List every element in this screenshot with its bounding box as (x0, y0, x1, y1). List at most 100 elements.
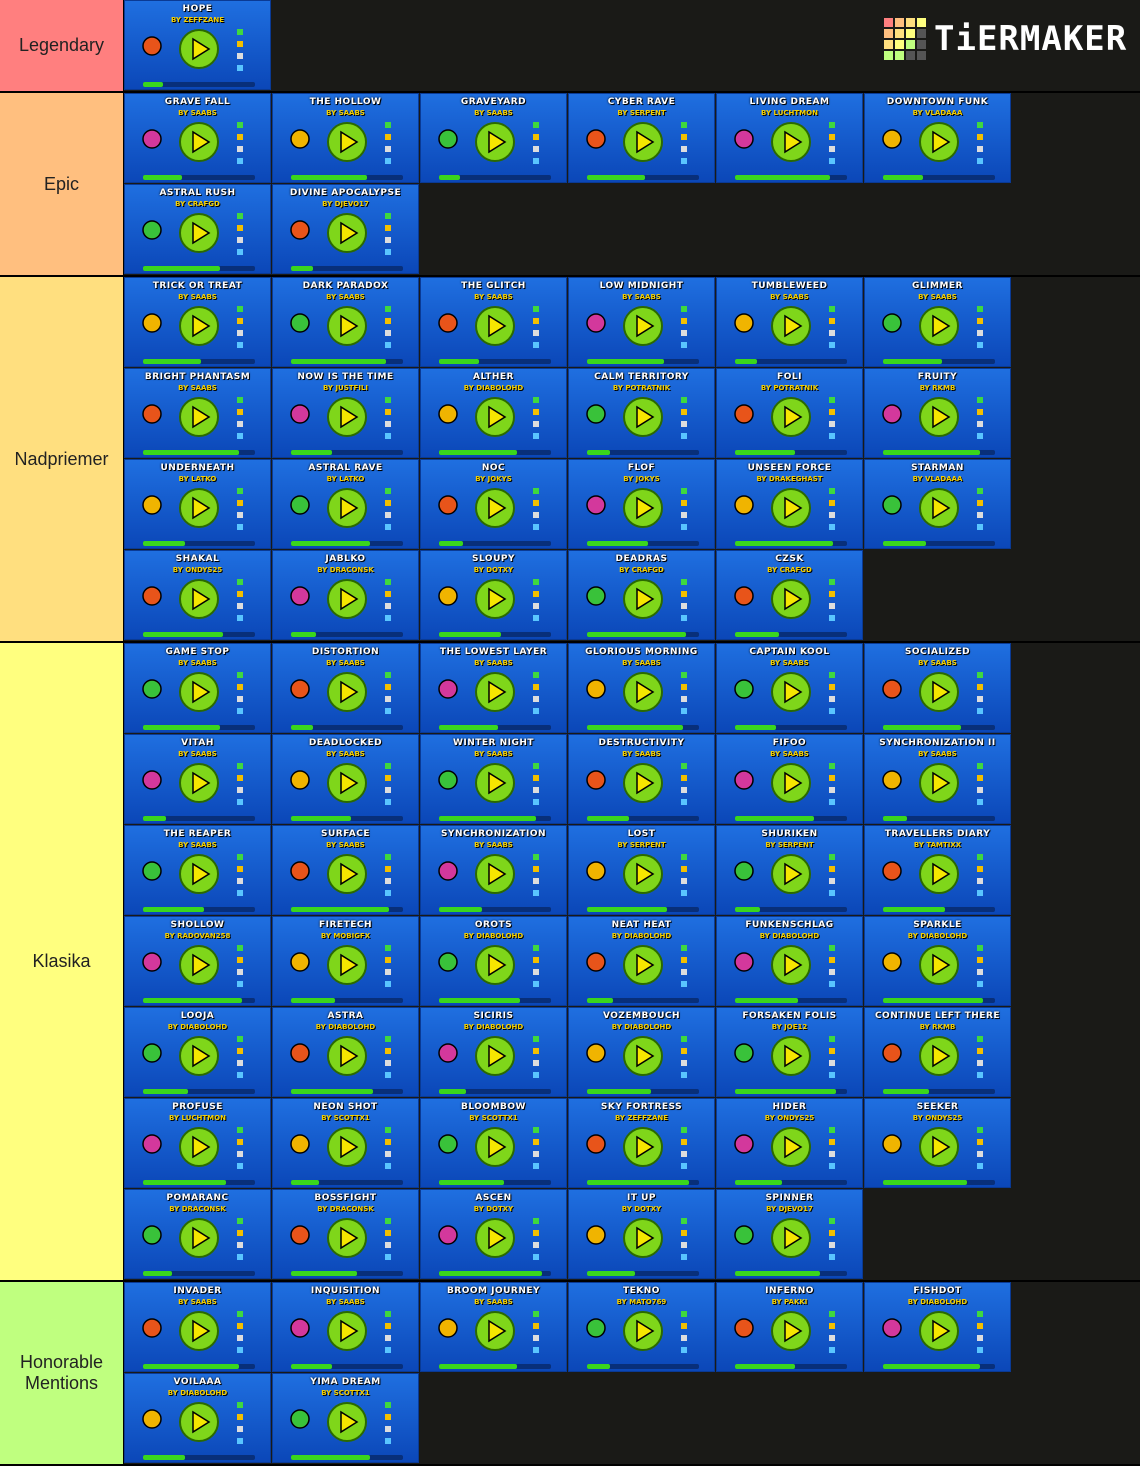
level-tile: Distortion By Saabs (272, 643, 419, 733)
level-name: Voilaaa (173, 1377, 222, 1387)
level-name: Fruity (917, 372, 958, 382)
level-name: Ascen (475, 1193, 512, 1203)
level-creator: By RKMB (919, 1023, 956, 1031)
level-name: Bossfight (314, 1193, 377, 1203)
level-creator: By Saabs (770, 750, 809, 758)
level-creator: By Latko (178, 475, 217, 483)
level-creator: By Jokys (475, 475, 512, 483)
tile-graphics (882, 854, 995, 912)
tile-graphics (438, 854, 551, 912)
level-creator: By dotxy (473, 566, 514, 574)
level-name: Captain Kool (749, 647, 830, 657)
level-name: Neon Shot (313, 1102, 378, 1112)
tile-graphics (290, 945, 403, 1003)
level-creator: By Pakki (771, 1298, 808, 1306)
level-name: Noc (481, 463, 506, 473)
level-tile: Underneath By Latko (124, 459, 271, 549)
level-creator: By scottx1 (469, 1114, 518, 1122)
level-tile: Noc By Jokys (420, 459, 567, 549)
level-name: Foli (777, 372, 802, 382)
level-tile: Lost By Serpent (568, 825, 715, 915)
level-creator: By diaboloHD (167, 1389, 228, 1397)
level-tile: Voilaaa By diaboloHD (124, 1373, 271, 1463)
logo: TiERMAKER (884, 18, 1127, 60)
level-creator: By ZeffZane (614, 1114, 668, 1122)
tier: Nadpriemer Trick Or Treat By Saabs Dark P… (0, 277, 1140, 643)
level-creator: By Saabs (474, 109, 513, 117)
level-name: Tekno (623, 1286, 660, 1296)
level-tile: Funkenschlag By diaboloHD (716, 916, 863, 1006)
level-name: Jablko (325, 554, 366, 564)
level-name: Yima Dream (310, 1377, 381, 1387)
tier-label: Klasika (0, 643, 124, 1280)
tile-graphics (586, 1218, 699, 1276)
level-tile: Dark Paradox By Saabs (272, 277, 419, 367)
level-tile: Synchronization By Saabs (420, 825, 567, 915)
level-creator: By Luchtmon (169, 1114, 226, 1122)
level-creator: By Saabs (770, 293, 809, 301)
tile-graphics (142, 397, 255, 455)
level-tile: The Reaper By Saabs (124, 825, 271, 915)
level-tile: Continue Left There By RKMB (864, 1007, 1011, 1097)
level-creator: By Saabs (474, 841, 513, 849)
level-name: Bloombow (461, 1102, 526, 1112)
level-tile: Low Midnight By Saabs (568, 277, 715, 367)
level-tile: The Hollow By Saabs (272, 93, 419, 183)
level-creator: By Saabs (474, 293, 513, 301)
level-creator: By dotxy (473, 1205, 514, 1213)
level-name: Distortion (311, 647, 380, 657)
tile-graphics (734, 488, 847, 546)
level-tile: Astral Rush By CrafGD (124, 184, 271, 274)
tile-graphics (142, 1311, 255, 1369)
level-tile: The Lowest Layer By Saabs (420, 643, 567, 733)
logo-icon (884, 18, 926, 60)
level-creator: By diaboloHD (611, 932, 672, 940)
level-name: Travellers Diary (884, 829, 991, 839)
level-creator: By Saabs (918, 750, 957, 758)
level-name: Divine Apocalypse (289, 188, 402, 198)
level-tile: Siciris By diaboloHD (420, 1007, 567, 1097)
tile-graphics (734, 579, 847, 637)
level-tile: Flof By Jokys (568, 459, 715, 549)
level-tile: Winter Night By Saabs (420, 734, 567, 824)
level-creator: By CrafGD (175, 200, 220, 208)
level-name: Dark Paradox (302, 281, 389, 291)
tile-graphics (290, 579, 403, 637)
tile-graphics (290, 397, 403, 455)
level-name: Sparkle (913, 920, 962, 930)
level-tile: Starman By VladAAA (864, 459, 1011, 549)
tile-graphics (882, 488, 995, 546)
level-tile: Downtown Funk By VladAAA (864, 93, 1011, 183)
level-creator: By diaboloHD (907, 932, 968, 940)
level-creator: By diaboloHD (611, 1023, 672, 1031)
level-tile: Inferno By Pakki (716, 1282, 863, 1372)
tile-graphics (142, 29, 255, 87)
level-tile: Czsk By CrafGD (716, 550, 863, 640)
level-name: Destructivity (598, 738, 685, 748)
level-name: Grave Fall (164, 97, 231, 107)
level-creator: By Potratnik (760, 384, 819, 392)
level-tile: Cyber Rave By Serpent (568, 93, 715, 183)
level-name: Hope (182, 4, 213, 14)
level-creator: By Potratnik (612, 384, 671, 392)
tile-graphics (734, 1036, 847, 1094)
level-creator: By Saabs (178, 109, 217, 117)
level-name: Firetech (319, 920, 372, 930)
level-tile: FiFoo By Saabs (716, 734, 863, 824)
level-tile: Now Is The Time By JustFili (272, 368, 419, 458)
level-name: Inquisition (310, 1286, 381, 1296)
tile-graphics (438, 306, 551, 364)
tile-graphics (882, 945, 995, 1003)
tile-graphics (586, 397, 699, 455)
level-tile: Deadlocked By Saabs (272, 734, 419, 824)
level-name: Lost (627, 829, 656, 839)
tile-graphics (586, 1311, 699, 1369)
level-name: Profuse (172, 1102, 223, 1112)
level-name: Sloupy (472, 554, 515, 564)
level-name: Shuriken (761, 829, 818, 839)
level-name: Bright Phantasm (144, 372, 251, 382)
level-tile: Divine Apocalypse By Djevo17 (272, 184, 419, 274)
tile-graphics (586, 579, 699, 637)
tier: Epic Grave Fall By Saabs The Hollow By Saa… (0, 93, 1140, 277)
